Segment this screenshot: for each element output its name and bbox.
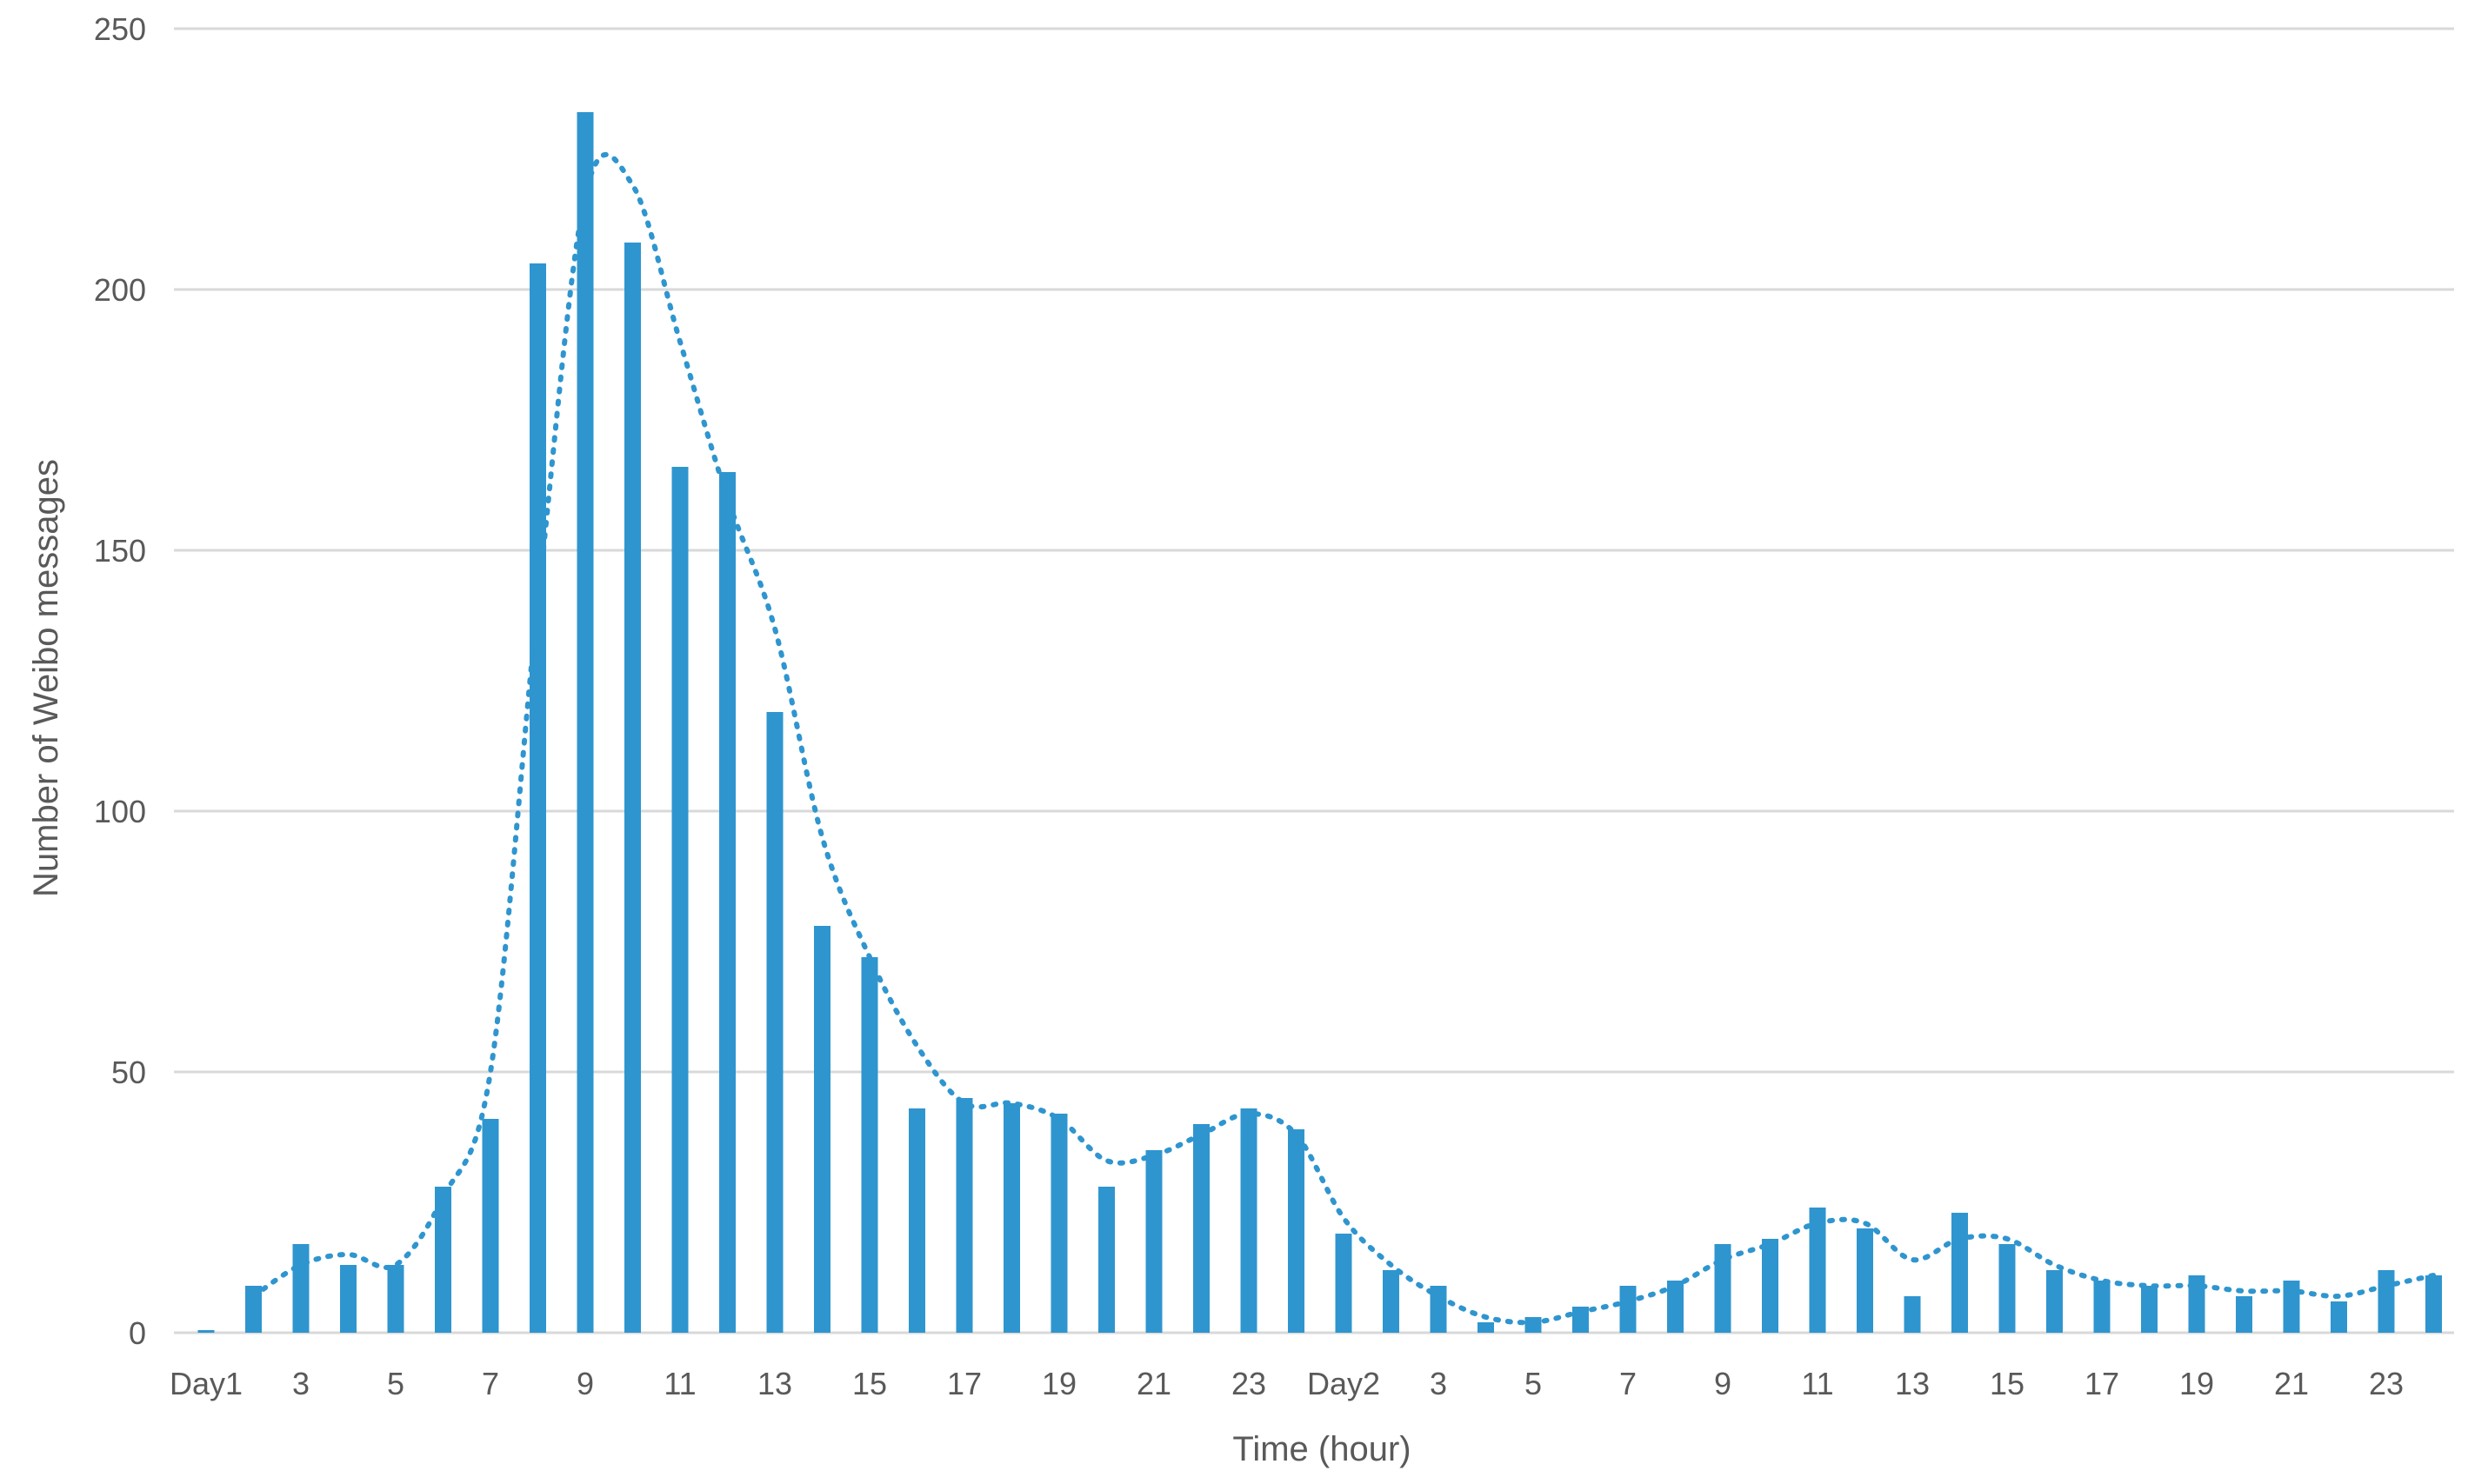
x-axis-ticks: Day1 3 5 7 9 11 13 15 17 19 21 23 Day2 3 5 7 9 11 13 15 17 19… bbox=[170, 1366, 2404, 1401]
bar bbox=[956, 1098, 973, 1333]
bar bbox=[1572, 1307, 1589, 1333]
bar bbox=[814, 926, 830, 1333]
y-tick-label: 200 bbox=[94, 272, 146, 308]
x-tick-label: 13 bbox=[757, 1366, 792, 1401]
bar bbox=[2283, 1281, 2300, 1333]
y-tick-label: 0 bbox=[129, 1315, 146, 1351]
bar bbox=[719, 472, 736, 1333]
x-tick-label: 3 bbox=[292, 1366, 310, 1401]
bar bbox=[340, 1265, 357, 1333]
x-tick-label: 15 bbox=[1990, 1366, 2024, 1401]
x-tick-label: 23 bbox=[2369, 1366, 2404, 1401]
bar bbox=[1477, 1322, 1494, 1333]
bar bbox=[1240, 1108, 1257, 1333]
x-tick-label: 3 bbox=[1430, 1366, 1447, 1401]
x-tick-label: 11 bbox=[664, 1366, 696, 1401]
bar bbox=[1714, 1244, 1731, 1333]
bar bbox=[197, 1330, 215, 1333]
bar bbox=[1904, 1296, 1921, 1333]
bar bbox=[1951, 1213, 1968, 1333]
x-tick-label: 17 bbox=[947, 1366, 982, 1401]
x-tick-label: 21 bbox=[1137, 1366, 1171, 1401]
x-tick-label: 5 bbox=[387, 1366, 404, 1401]
y-tick-label: 150 bbox=[94, 533, 146, 569]
x-tick-label: 7 bbox=[482, 1366, 499, 1401]
bar bbox=[1288, 1129, 1304, 1333]
bar bbox=[1335, 1234, 1352, 1333]
bar bbox=[245, 1286, 262, 1333]
bar bbox=[766, 712, 784, 1333]
x-tick-label: 5 bbox=[1524, 1366, 1542, 1401]
x-tick-label: 17 bbox=[2084, 1366, 2119, 1401]
x-tick-label: 11 bbox=[1801, 1366, 1833, 1401]
bar bbox=[1857, 1228, 1873, 1333]
bar bbox=[482, 1119, 499, 1333]
bar bbox=[435, 1187, 451, 1333]
y-tick-label: 250 bbox=[94, 11, 146, 47]
trend-line bbox=[250, 151, 2437, 1326]
bar bbox=[2141, 1286, 2158, 1333]
bar bbox=[2093, 1281, 2111, 1333]
bar bbox=[292, 1244, 310, 1333]
y-tick-label: 100 bbox=[94, 794, 146, 829]
bar bbox=[1667, 1281, 1684, 1333]
bar bbox=[1998, 1244, 2016, 1333]
bar bbox=[1098, 1187, 1115, 1333]
bar bbox=[2046, 1270, 2063, 1333]
bar bbox=[2331, 1301, 2347, 1333]
x-tick-label: 7 bbox=[1619, 1366, 1637, 1401]
bar bbox=[1193, 1124, 1210, 1333]
bar bbox=[1619, 1286, 1637, 1333]
bar bbox=[1762, 1239, 1778, 1333]
bar bbox=[671, 467, 689, 1333]
bar bbox=[1145, 1150, 1163, 1333]
x-tick-label: 9 bbox=[577, 1366, 594, 1401]
bar bbox=[2425, 1275, 2442, 1333]
x-tick-label: 19 bbox=[2179, 1366, 2214, 1401]
bar bbox=[2188, 1275, 2205, 1333]
bar bbox=[624, 243, 641, 1333]
x-tick-label: 15 bbox=[852, 1366, 887, 1401]
gridlines bbox=[174, 27, 2454, 1334]
bars bbox=[197, 112, 2442, 1333]
bar bbox=[1809, 1208, 1826, 1333]
bar bbox=[1383, 1270, 1399, 1333]
y-axis-ticks: 0 50 100 150 200 250 bbox=[94, 11, 146, 1351]
bar bbox=[530, 263, 546, 1333]
bar bbox=[2378, 1270, 2395, 1333]
x-tick-label: 23 bbox=[1231, 1366, 1266, 1401]
x-tick-label: 21 bbox=[2274, 1366, 2309, 1401]
x-tick-label: Day1 bbox=[170, 1366, 243, 1401]
bar bbox=[577, 112, 594, 1333]
bar bbox=[909, 1108, 925, 1333]
x-axis-title: Time (hour) bbox=[1232, 1430, 1411, 1468]
x-tick-label: 13 bbox=[1895, 1366, 1930, 1401]
y-axis-title: Number of Weibo messages bbox=[27, 459, 65, 897]
x-tick-label: 9 bbox=[1714, 1366, 1731, 1401]
bar bbox=[1051, 1114, 1068, 1333]
x-tick-label: 19 bbox=[1042, 1366, 1077, 1401]
bar bbox=[1004, 1103, 1020, 1333]
x-tick-label: Day2 bbox=[1307, 1366, 1380, 1401]
y-tick-label: 50 bbox=[111, 1055, 146, 1090]
bar bbox=[861, 957, 878, 1333]
bar bbox=[387, 1265, 404, 1333]
bar bbox=[2236, 1296, 2252, 1333]
